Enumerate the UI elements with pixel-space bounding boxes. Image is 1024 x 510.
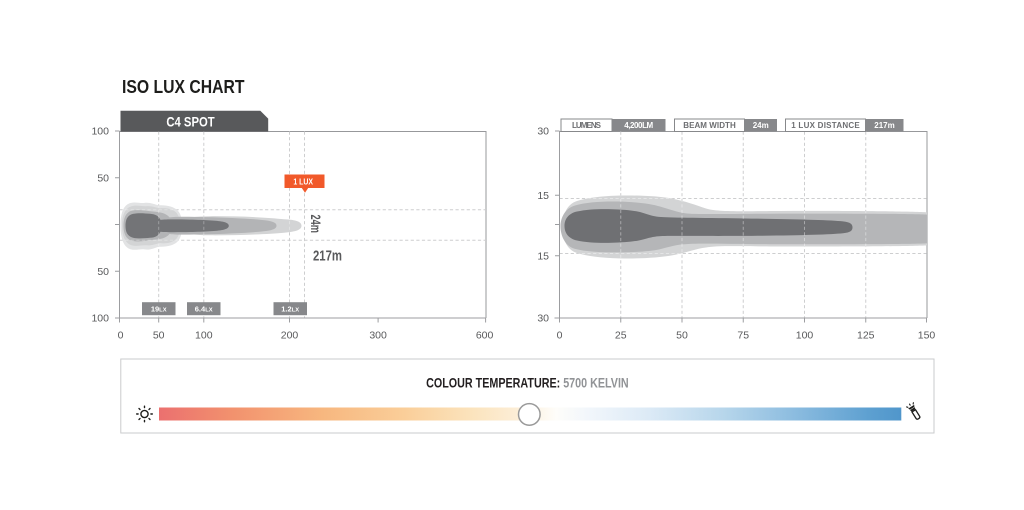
- svg-text:100: 100: [195, 330, 213, 342]
- svg-text:200: 200: [281, 330, 299, 342]
- svg-text:100: 100: [91, 313, 109, 325]
- svg-text:19LX: 19LX: [151, 304, 167, 313]
- svg-text:6.4LX: 6.4LX: [195, 304, 213, 313]
- svg-text:300: 300: [369, 330, 387, 342]
- svg-text:15: 15: [537, 251, 549, 263]
- svg-text:125: 125: [857, 330, 875, 342]
- svg-text:100: 100: [91, 126, 109, 138]
- svg-text:50: 50: [97, 173, 109, 185]
- svg-text:4,200LM: 4,200LM: [624, 121, 653, 130]
- svg-text:1.2LX: 1.2LX: [281, 304, 299, 313]
- svg-text:50: 50: [97, 266, 109, 278]
- svg-text:50: 50: [676, 330, 688, 342]
- svg-text:1 LUX: 1 LUX: [293, 176, 313, 186]
- svg-text:ISO LUX CHART: ISO LUX CHART: [122, 76, 245, 97]
- svg-text:50: 50: [153, 330, 165, 342]
- svg-text:0: 0: [118, 330, 124, 342]
- svg-text:600: 600: [476, 330, 494, 342]
- svg-text:24m: 24m: [753, 121, 769, 130]
- svg-text:75: 75: [737, 330, 749, 342]
- svg-text:C4 SPOT: C4 SPOT: [166, 114, 215, 129]
- svg-text:1 LUX DISTANCE: 1 LUX DISTANCE: [791, 121, 860, 130]
- svg-text:LUMENS: LUMENS: [572, 121, 602, 130]
- svg-text:30: 30: [537, 126, 549, 138]
- svg-text:217m: 217m: [313, 248, 342, 265]
- svg-text:15: 15: [537, 190, 549, 202]
- svg-text:COLOUR TEMPERATURE: 5700 KELVI: COLOUR TEMPERATURE: 5700 KELVIN: [426, 376, 629, 391]
- svg-text:217m: 217m: [874, 121, 894, 130]
- svg-text:100: 100: [796, 330, 814, 342]
- svg-text:24m: 24m: [308, 215, 324, 234]
- svg-text:0: 0: [557, 330, 563, 342]
- svg-text:BEAM WIDTH: BEAM WIDTH: [683, 121, 736, 130]
- svg-text:30: 30: [537, 313, 549, 325]
- svg-text:150: 150: [918, 330, 936, 342]
- svg-text:25: 25: [615, 330, 627, 342]
